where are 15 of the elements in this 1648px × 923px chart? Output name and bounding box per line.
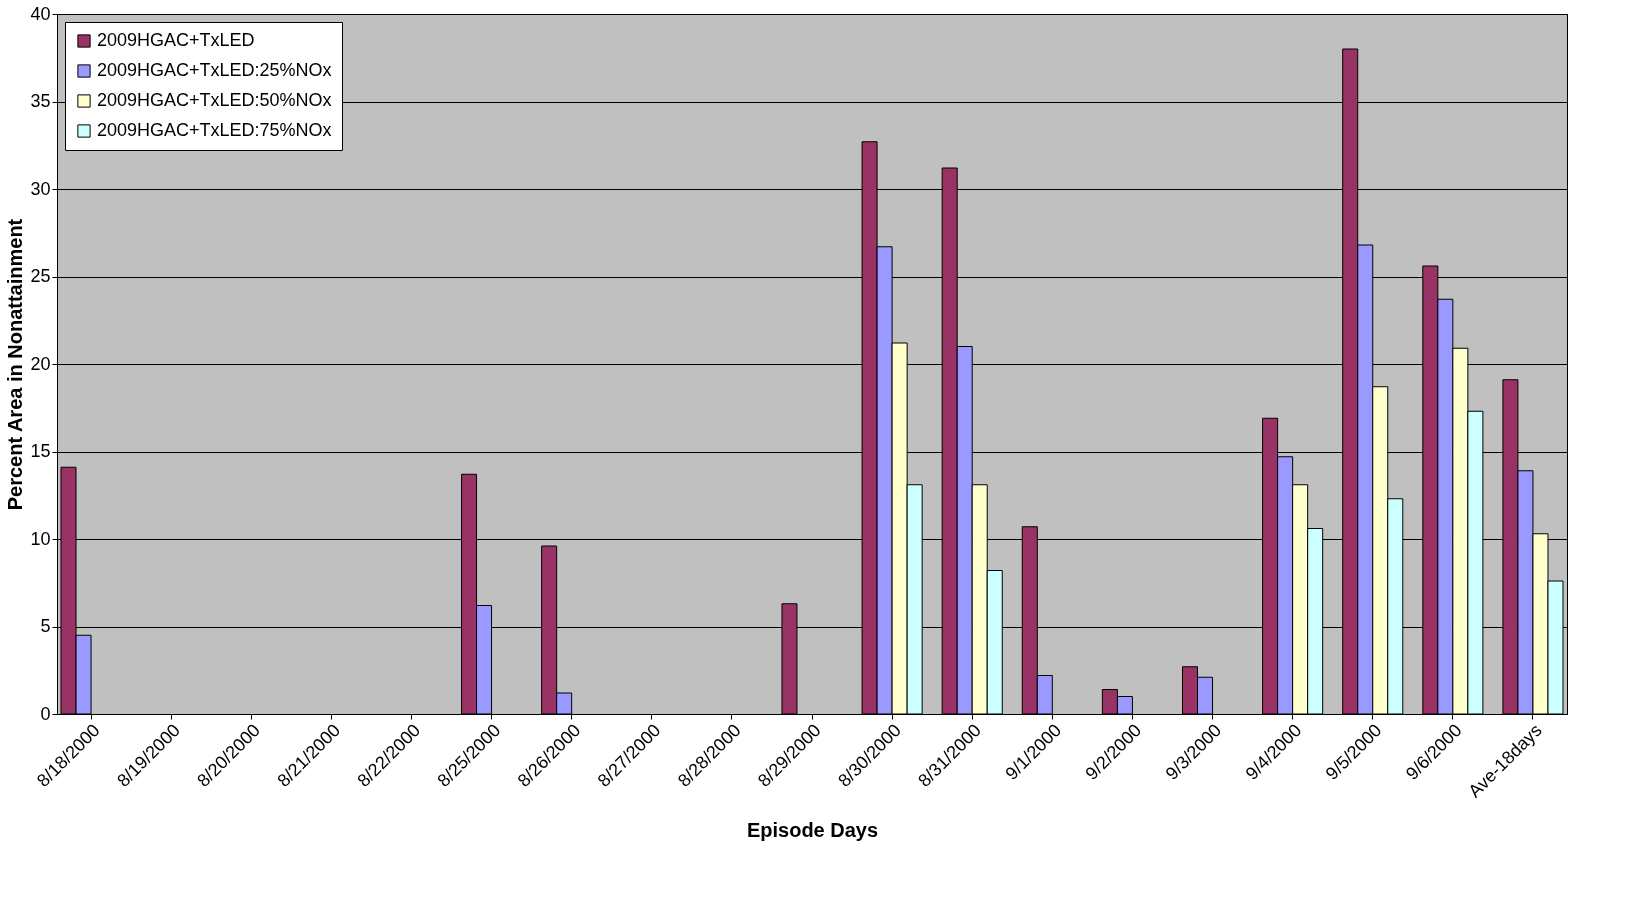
- y-tick-label: 0: [40, 703, 51, 724]
- legend-label: 2009HGAC+TxLED:75%NOx: [97, 120, 332, 140]
- x-axis-title: Episode Days: [746, 819, 879, 842]
- legend-label: 2009HGAC+TxLED: [97, 30, 255, 50]
- legend-label: 2009HGAC+TxLED:50%NOx: [97, 90, 332, 110]
- legend-label: 2009HGAC+TxLED:25%NOx: [97, 60, 332, 80]
- y-tick-label: 10: [30, 528, 51, 549]
- y-axis-title: Percent Area in Nonattainment: [4, 218, 27, 511]
- y-tick-label: 15: [30, 441, 51, 461]
- y-tick-label: 25: [30, 266, 51, 286]
- y-tick-label: 30: [30, 178, 51, 199]
- y-tick-label: 20: [30, 353, 51, 374]
- y-tick-label: 5: [40, 616, 51, 636]
- y-tick-label: 40: [30, 3, 51, 24]
- y-tick-label: 35: [30, 91, 51, 111]
